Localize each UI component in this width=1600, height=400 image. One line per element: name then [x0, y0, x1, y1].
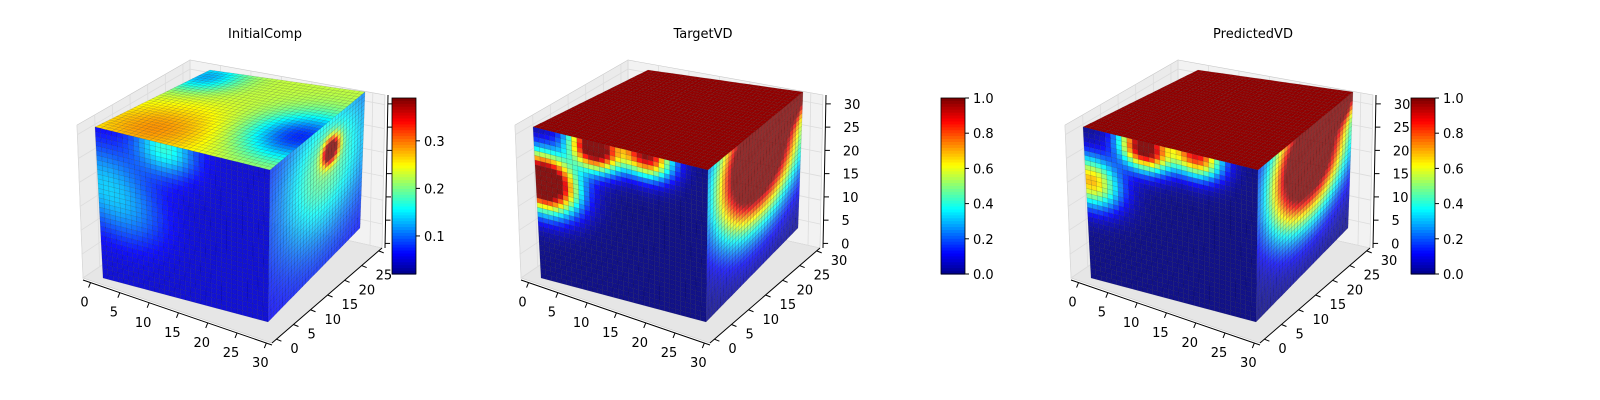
x-tick-label: 15 [164, 326, 181, 341]
y-tick-label: 20 [359, 283, 376, 298]
voxel-face-top [94, 69, 366, 171]
x-tick-label: 25 [223, 346, 240, 361]
x-tick [263, 342, 267, 349]
y-tick-label: 25 [376, 269, 393, 284]
gridline [76, 124, 84, 279]
y-tick [378, 250, 384, 254]
gridline [94, 114, 101, 267]
x-tick-label: 0 [80, 296, 88, 311]
y-tick [293, 324, 299, 327]
y-tick-label: 5 [307, 327, 315, 342]
chart-title: TargetVD [672, 27, 732, 42]
colorbar-tick-label: 0.1 [424, 230, 445, 245]
y-tick [344, 279, 350, 283]
y-tick-label: 10 [325, 313, 342, 328]
z-axis-line [384, 94, 389, 249]
colorbar-tick-label: 0.3 [424, 135, 445, 150]
colorbar-tick-label: 0.2 [424, 182, 445, 197]
y-tick [327, 294, 333, 298]
x-tick-label: 10 [135, 316, 152, 331]
y-tick [361, 265, 367, 269]
chart-title: InitialComp [228, 27, 302, 42]
x-tick [146, 302, 150, 308]
x-tick-label: 20 [193, 336, 210, 351]
gridline [369, 92, 374, 246]
x-tick [88, 282, 92, 288]
x-tick [175, 312, 179, 319]
x-tick [234, 332, 238, 339]
x-tick [205, 322, 209, 329]
chart-panel: InitialComp0510152025300510152025300.10.… [76, 27, 445, 371]
x-tick-label: 5 [110, 306, 118, 321]
x-tick-label: 30 [252, 356, 269, 371]
y-tick [276, 338, 282, 342]
y-tick-label: 0 [290, 342, 298, 357]
x-tick [117, 292, 121, 298]
colorbar: 0.1 0.2 0.3 [391, 97, 445, 275]
chart-panel: TargetVD05101520253005101520253005101520… [514, 27, 994, 371]
y-tick-label: 15 [342, 298, 359, 313]
y-tick [310, 309, 316, 313]
